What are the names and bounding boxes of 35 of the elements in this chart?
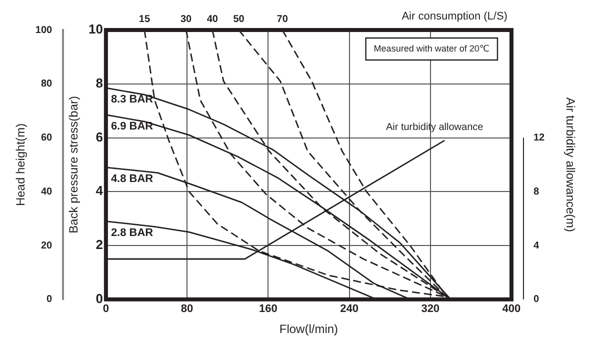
- y-tick-label: 8: [96, 75, 103, 90]
- series-label: 40: [206, 14, 218, 25]
- y-axis-title: Back pressure stress(bar): [66, 96, 81, 234]
- x-tick-label: 320: [421, 303, 440, 316]
- series-label: 2.8 BAR: [110, 226, 154, 239]
- y3-tick-label: 0: [46, 294, 53, 306]
- y2-tick-label: 8: [533, 186, 540, 198]
- y3-tick-label: 100: [35, 24, 53, 36]
- series-label: 50: [233, 14, 245, 25]
- y3-axis-title: Head height(m): [14, 123, 28, 206]
- x-tick-label: 400: [502, 303, 521, 316]
- y2-tick-label: 0: [533, 294, 540, 306]
- y2-tick-label: 12: [533, 132, 546, 144]
- x-tick-label: 80: [180, 303, 194, 316]
- y3-tick-label: 80: [40, 78, 53, 90]
- x-tick-label: 240: [340, 303, 358, 316]
- x-axis-title: Flow(l/min): [279, 322, 338, 336]
- y-tick-label: 4: [96, 183, 104, 198]
- series-label: 4.8 BAR: [110, 172, 154, 185]
- y3-tick-label: 20: [40, 240, 53, 252]
- text: Air consumption (L/S): [402, 10, 508, 23]
- series-label: 15: [138, 14, 150, 25]
- series-label: 70: [276, 14, 288, 25]
- x-tick-label: 160: [258, 303, 278, 316]
- y-tick-label: 2: [96, 237, 103, 252]
- series-label: 30: [180, 14, 192, 25]
- y3-tick-label: 40: [40, 186, 53, 198]
- y2-tick-label: 4: [533, 240, 540, 252]
- series-label: 8.3 BAR: [110, 93, 154, 106]
- y2-axis-title: Air turbidity allowance(m): [563, 97, 578, 232]
- y-tick-label: 0: [96, 290, 103, 306]
- y-tick-label: 10: [88, 22, 103, 37]
- annotation: Measured with water of 20℃: [374, 43, 490, 54]
- y-tick-label: 6: [96, 129, 103, 144]
- y3-tick-label: 60: [40, 132, 53, 144]
